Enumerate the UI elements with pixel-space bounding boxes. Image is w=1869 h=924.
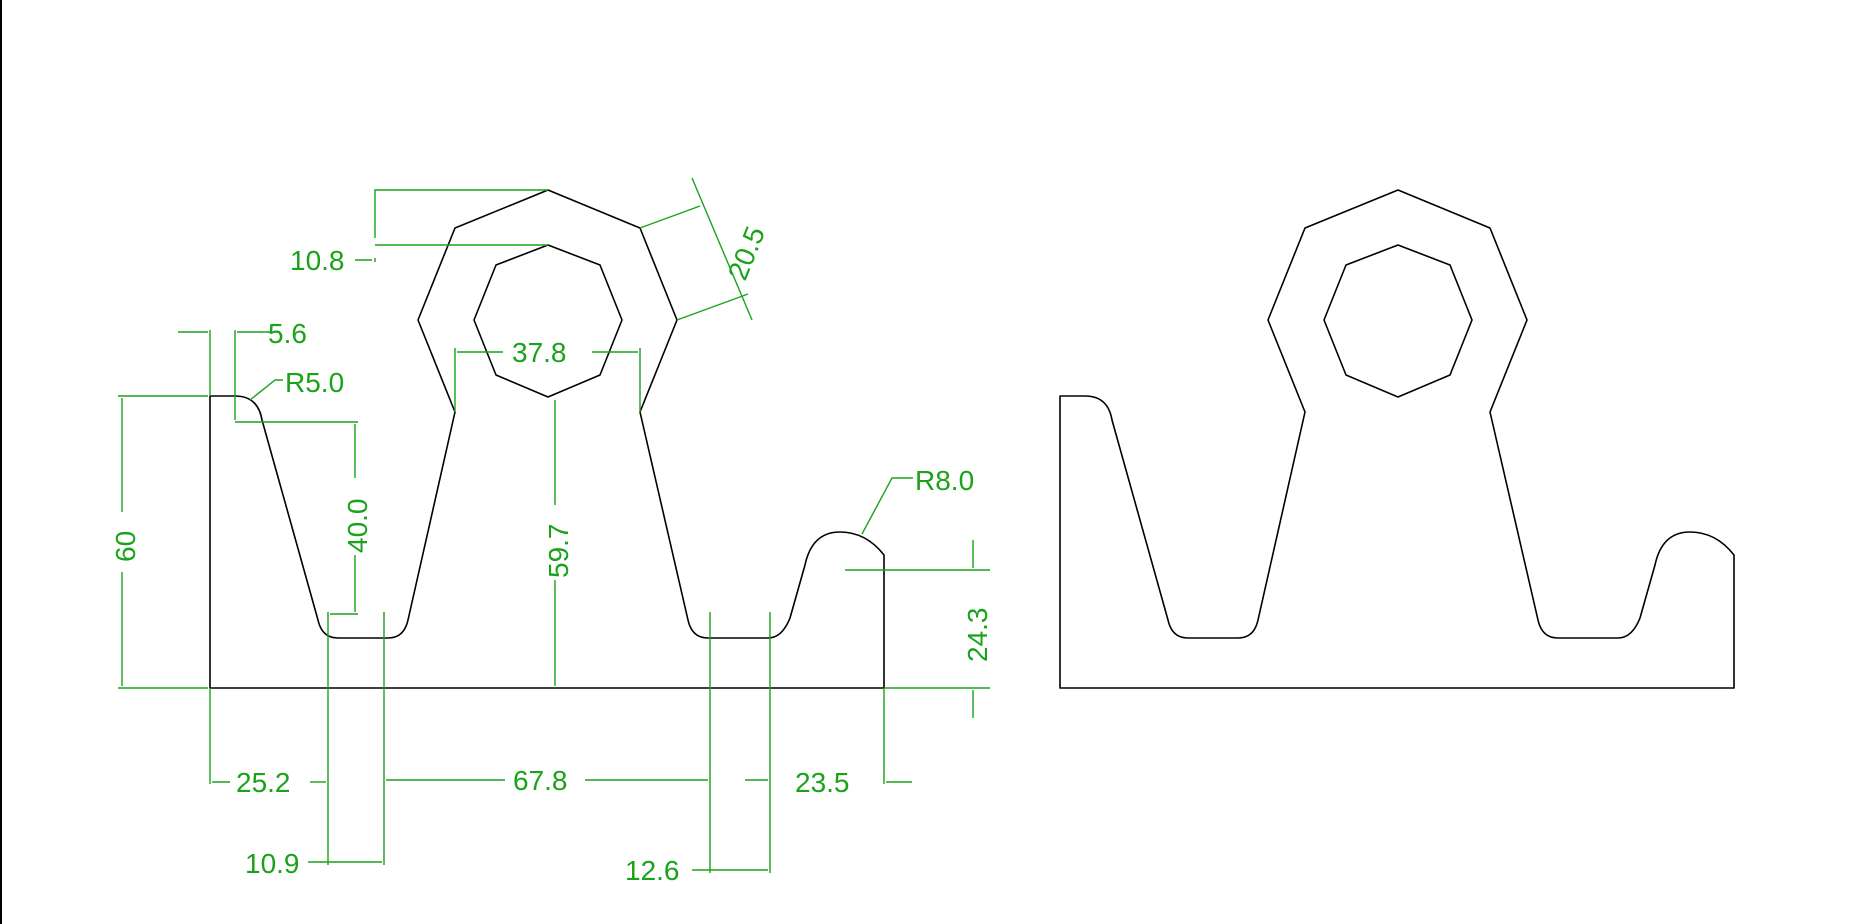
dim-text-10-8: 10.8 (290, 245, 345, 276)
right-bore-octagon (1323, 244, 1473, 398)
right-part-outline (1059, 189, 1735, 689)
left-bore-octagon (473, 244, 623, 398)
dim-text-r5: R5.0 (285, 367, 344, 398)
clean-view (1059, 189, 1735, 689)
dimension-60: 60 (110, 395, 208, 689)
dimension-37-8: 37.8 (454, 337, 641, 412)
dimension-20-5: 20.5 (639, 177, 771, 321)
dim-text-24-3: 24.3 (962, 608, 993, 663)
dimension-r5: R5.0 (249, 367, 344, 401)
dim-text-60: 60 (110, 531, 141, 562)
dim-text-20-5: 20.5 (722, 222, 771, 284)
dimension-10-8: 10.8 (290, 189, 548, 276)
dimension-24-3: 24.3 (845, 540, 993, 718)
dim-text-67-8: 67.8 (513, 765, 568, 796)
dimension-r8: R8.0 (861, 465, 974, 535)
dimension-5-6: 5.6 (178, 318, 307, 420)
dim-text-5-6: 5.6 (268, 318, 307, 349)
dimension-10-9: 10.9 (245, 848, 382, 879)
dim-text-10-9: 10.9 (245, 848, 300, 879)
dim-text-12-6: 12.6 (625, 855, 680, 886)
left-part-outline (209, 189, 885, 689)
dim-text-r8: R8.0 (915, 465, 974, 496)
dimension-23-5: 23.5 (745, 767, 912, 798)
dim-text-37-8: 37.8 (512, 337, 567, 368)
dim-text-23-5: 23.5 (795, 767, 850, 798)
dimension-59-7: 59.7 (543, 400, 574, 686)
dimensioned-view: 10.8 20.5 5.6 R5.0 37 (110, 177, 993, 886)
dimension-40-0: 40.0 (235, 421, 373, 615)
dimension-25-2: 25.2 (212, 767, 326, 798)
dimension-12-6: 12.6 (625, 855, 768, 886)
dim-text-59-7: 59.7 (543, 524, 574, 579)
dimension-67-8: 67.8 (386, 765, 708, 796)
dim-text-40-0: 40.0 (342, 499, 373, 554)
dim-text-25-2: 25.2 (236, 767, 291, 798)
